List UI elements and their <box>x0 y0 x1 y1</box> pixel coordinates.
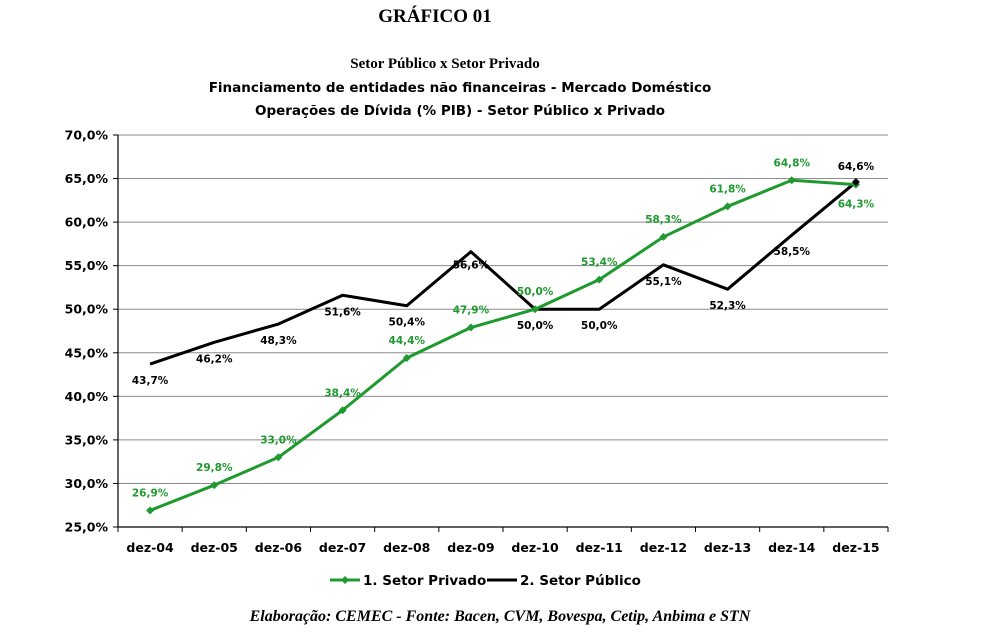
y-tick-label: 60,0% <box>65 215 109 230</box>
data-label: 51,6% <box>324 306 361 318</box>
data-label: 50,0% <box>517 320 554 332</box>
x-tick-label: dez-05 <box>191 540 238 555</box>
y-tick-label: 40,0% <box>65 389 109 404</box>
data-point <box>338 406 347 415</box>
legend-label: 1. Setor Privado <box>363 573 486 589</box>
chart-title: Setor Público x Setor Privado <box>350 56 540 72</box>
data-label: 55,1% <box>645 276 682 288</box>
data-label: 38,4% <box>324 387 361 399</box>
data-point <box>274 453 283 462</box>
legend-label: 2. Setor Público <box>520 573 641 589</box>
data-label: 64,3% <box>838 199 875 211</box>
line-chart: 25,0% 30,0% 35,0% 40,0% 45,0% 50,0% 55,0% 60,0%… <box>65 128 889 589</box>
data-label: 64,8% <box>774 157 811 169</box>
data-point <box>466 323 475 332</box>
legend-item-setor-privado: 1. Setor Privado <box>330 573 486 589</box>
x-tick-label: dez-10 <box>511 540 559 555</box>
y-tick-label: 55,0% <box>65 258 109 273</box>
data-point <box>659 232 668 241</box>
chart-subtitle-2: Operações de Dívida (% PIB) - Setor Públ… <box>254 103 666 119</box>
x-tick-label: dez-07 <box>319 540 366 555</box>
data-label: 50,0% <box>581 320 618 332</box>
data-label: 43,7% <box>132 375 169 387</box>
chart-subtitle-1: Financiamento de entidades não financeir… <box>208 80 712 96</box>
x-tick-label: dez-06 <box>255 540 303 555</box>
y-tick-label: 25,0% <box>65 520 109 535</box>
y-tick-label: 50,0% <box>65 302 109 317</box>
data-point <box>595 275 604 284</box>
document-heading: GRÁFICO 01 <box>378 6 492 27</box>
data-label: 44,4% <box>389 335 426 347</box>
data-point <box>146 506 155 515</box>
data-label: 47,9% <box>453 305 490 317</box>
data-point <box>723 202 732 211</box>
data-label: 33,0% <box>260 434 297 446</box>
x-tick-label: dez-12 <box>640 540 687 555</box>
data-point <box>210 481 219 490</box>
y-tick-label: 65,0% <box>65 171 109 186</box>
data-label: 64,6% <box>838 161 875 173</box>
series-line-setor-publico <box>149 180 857 366</box>
data-label: 53,4% <box>581 257 618 269</box>
data-label: 50,0% <box>517 286 554 298</box>
series-layer <box>146 176 860 515</box>
data-label: 26,9% <box>132 487 169 499</box>
x-axis-ticks: dez-04 dez-05 dez-06 dez-07 dez-08 dez-09 dez-… <box>126 540 879 555</box>
x-tick-label: dez-13 <box>704 540 751 555</box>
gridlines <box>118 134 888 484</box>
legend-item-setor-publico: 2. Setor Público <box>487 573 641 589</box>
y-tick-label: 45,0% <box>65 345 109 360</box>
data-point <box>787 176 796 185</box>
data-label: 48,3% <box>260 335 297 347</box>
source-note: Elaboração: CEMEC - Fonte: Bacen, CVM, B… <box>249 608 751 625</box>
y-axis-ticks: 25,0% 30,0% 35,0% 40,0% 45,0% 50,0% 55,0% 60,0%… <box>65 128 109 535</box>
data-point <box>402 354 411 363</box>
y-tick-label: 70,0% <box>65 128 109 143</box>
x-tick-label: dez-14 <box>768 540 816 555</box>
data-label: 56,6% <box>453 260 490 272</box>
axes <box>113 134 889 532</box>
series-line-setor-privado <box>149 178 857 512</box>
x-tick-label: dez-09 <box>447 540 494 555</box>
data-label: 61,8% <box>709 183 746 195</box>
y-tick-label: 35,0% <box>65 432 109 447</box>
data-label: 52,3% <box>709 300 746 312</box>
data-labels: 43,7% 46,2% 48,3% 51,6% 50,4% 56,6% 50,0% 50,0%… <box>132 157 875 499</box>
legend: 1. Setor Privado 2. Setor Público <box>330 573 641 589</box>
data-point <box>531 305 540 314</box>
x-tick-label: dez-08 <box>383 540 430 555</box>
y-tick-label: 30,0% <box>65 476 109 491</box>
x-tick-label: dez-15 <box>832 540 879 555</box>
data-label: 46,2% <box>196 353 233 365</box>
legend-marker <box>341 576 349 584</box>
data-label: 50,4% <box>389 317 426 329</box>
data-point <box>851 178 860 187</box>
data-label: 58,5% <box>774 246 811 258</box>
data-label: 29,8% <box>196 462 233 474</box>
data-label: 58,3% <box>645 214 682 226</box>
x-tick-label: dez-11 <box>576 540 623 555</box>
x-tick-label: dez-04 <box>126 540 174 555</box>
